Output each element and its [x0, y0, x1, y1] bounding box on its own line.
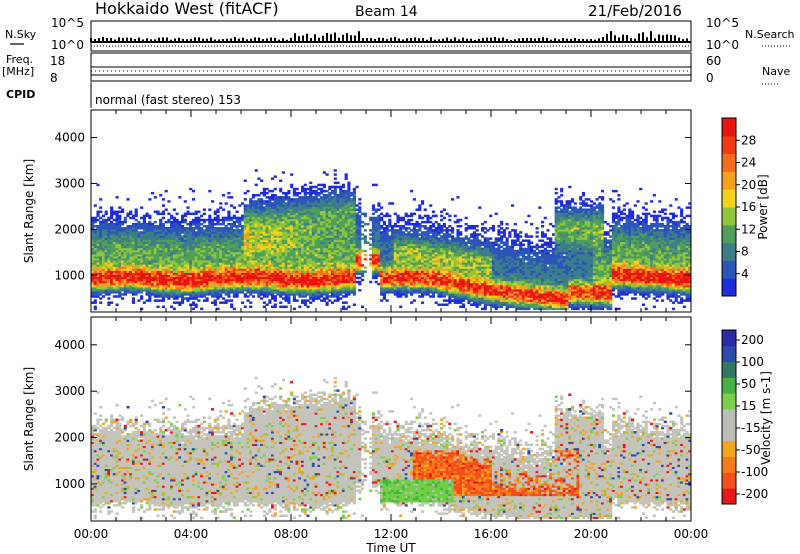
- velocity-colorbar-segment: [722, 330, 736, 347]
- power-colorbar-tick: 8: [741, 245, 749, 259]
- power-yticks: 1000 2000 3000 4000: [54, 131, 691, 282]
- power-colorbar: 4 8 12 16 20 24 28: [721, 117, 756, 297]
- x-tick-label: 16:00: [474, 527, 509, 541]
- power-colorbar-segment: [722, 224, 736, 244]
- y-tick-label: 2000: [54, 431, 85, 445]
- power-panel: 1000 2000 3000 4000: [54, 109, 692, 313]
- freq-label: Freq.: [6, 53, 33, 66]
- power-colorbar-tick: 24: [741, 156, 756, 170]
- power-ylabel: Slant Range [km]: [22, 159, 36, 263]
- mhz-label: [MHz]: [2, 65, 34, 78]
- power-colorbar-segment: [722, 118, 736, 137]
- freq-nave-panel: [90, 52, 692, 82]
- velocity-panel: 1000 2000 3000 4000: [54, 316, 692, 522]
- power-colorbar-segment: [722, 242, 736, 261]
- power-colorbar-tick: 12: [741, 222, 756, 236]
- x-tick-label: 00:00: [74, 527, 109, 541]
- velocity-colorbar-tick: -100: [741, 465, 768, 479]
- velocity-colorbar-tick: 100: [741, 355, 764, 369]
- velocity-colorbar-tick: -50: [741, 443, 761, 457]
- power-colorbar-label: Power [dB]: [756, 174, 770, 239]
- power-colorbar-tick: 20: [741, 178, 756, 192]
- velocity-colorbar: 200 100 50 15 -15 -50 -100 -200: [721, 329, 768, 505]
- velocity-colorbar-segment: [722, 472, 736, 489]
- power-colorbar-segment: [722, 278, 736, 297]
- search-tick-bottom: 10^0: [706, 38, 739, 52]
- x-tick-label: 00:00: [674, 527, 709, 541]
- velocity-colorbar-segment: [722, 488, 736, 505]
- y-tick-label: 4000: [54, 131, 85, 145]
- x-tick-label: 12:00: [374, 527, 409, 541]
- velocity-colorbar-tick: 50: [741, 377, 756, 391]
- freq-tick-top: 18: [50, 54, 65, 68]
- power-colorbar-tick: 16: [741, 200, 756, 214]
- y-tick-label: 1000: [54, 268, 85, 282]
- velocity-xticks: [90, 317, 692, 521]
- power-heatmap-cells: [91, 169, 692, 311]
- velocity-colorbar-segment: [722, 456, 736, 473]
- nsearch-label: N.Search: [745, 28, 795, 41]
- beam-label: Beam 14: [355, 4, 418, 20]
- x-tick-labels: 00:00 04:00 08:00 12:00 16:00 20:00 00:00: [74, 527, 709, 541]
- power-colorbar-tick: 4: [741, 267, 749, 281]
- y-tick-label: 1000: [54, 477, 85, 491]
- nave-tick-bottom: 0: [706, 71, 714, 85]
- velocity-colorbar-segment: [722, 424, 736, 442]
- velocity-heatmap-cells: [91, 376, 692, 520]
- y-tick-label: 3000: [54, 176, 85, 190]
- power-colorbar-segment: [722, 207, 736, 226]
- nsky-label: N.Sky: [5, 28, 37, 41]
- sky-tick-bottom: 10^0: [51, 38, 84, 52]
- velocity-colorbar-tick: 15: [741, 399, 756, 413]
- sky-tick-top: 10^5: [51, 16, 84, 30]
- velocity-colorbar-segment: [722, 377, 736, 394]
- velocity-colorbar-segment: [722, 393, 736, 410]
- power-colorbar-tick: 28: [741, 133, 756, 147]
- y-tick-label: 3000: [54, 384, 85, 398]
- y-tick-label: 2000: [54, 222, 85, 236]
- velocity-colorbar-segment: [722, 440, 736, 458]
- velocity-colorbar-segment: [722, 409, 736, 426]
- x-axis-label: Time UT: [365, 541, 416, 554]
- freq-tick-bottom: 8: [50, 71, 58, 85]
- power-colorbar-segment: [722, 189, 736, 208]
- velocity-colorbar-label: Velocity [m s-1]: [759, 371, 773, 465]
- x-tick-label: 08:00: [274, 527, 309, 541]
- nave-label: Nave: [762, 65, 790, 78]
- x-tick-label: 20:00: [574, 527, 609, 541]
- velocity-colorbar-segment: [722, 345, 736, 363]
- velocity-colorbar-tick: 200: [741, 333, 764, 347]
- power-colorbar-segment: [722, 260, 736, 279]
- x-tick-label: 04:00: [174, 527, 209, 541]
- power-colorbar-segment: [722, 153, 736, 172]
- velocity-colorbar-tick: -15: [741, 421, 761, 435]
- cpid-label: CPID: [6, 88, 35, 101]
- velocity-colorbar-tick: -200: [741, 487, 768, 501]
- velocity-colorbar-segment: [722, 361, 736, 378]
- search-tick-top: 10^5: [706, 16, 739, 30]
- date-label: 21/Feb/2016: [588, 2, 682, 20]
- site-title: Hokkaido West (fitACF): [95, 0, 279, 18]
- cpid-text: normal (fast stereo) 153: [95, 93, 241, 107]
- y-tick-label: 4000: [54, 338, 85, 352]
- velocity-ylabel: Slant Range [km]: [22, 367, 36, 471]
- power-colorbar-segment: [722, 135, 736, 155]
- sky-noise-bars: [90, 31, 691, 47]
- power-xticks: [90, 110, 692, 312]
- sky-search-panel: [90, 20, 692, 52]
- nave-tick-top: 60: [706, 54, 721, 68]
- power-colorbar-segment: [722, 171, 736, 190]
- velocity-yticks: 1000 2000 3000 4000: [54, 338, 691, 491]
